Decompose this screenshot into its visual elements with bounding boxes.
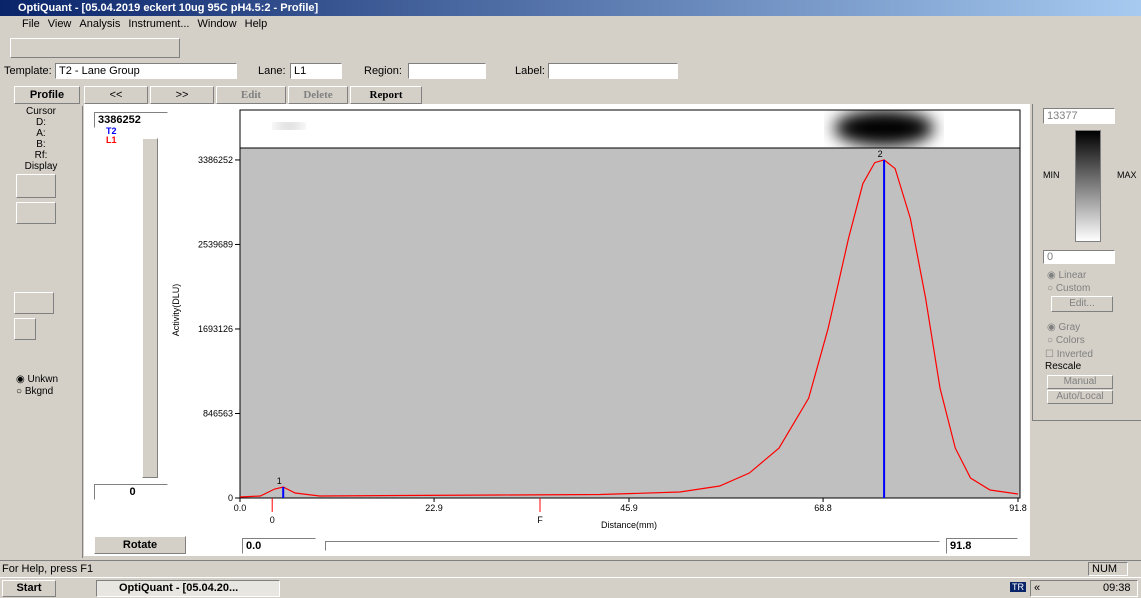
display-max[interactable]: 13377 xyxy=(1043,108,1115,124)
y-tick-label: 0 xyxy=(228,493,233,503)
radio-bkgnd[interactable]: ○ Bkgnd xyxy=(16,386,53,397)
radio-label: Bkgnd xyxy=(25,386,53,397)
start-button[interactable]: Start xyxy=(2,580,56,597)
field-label: Rf: xyxy=(0,150,82,161)
radio-colors[interactable]: ○ Colors xyxy=(1047,335,1085,346)
pan-zoom-buttons[interactable] xyxy=(16,174,56,198)
display-min[interactable]: 0 xyxy=(1043,250,1115,264)
radio-label: Custom xyxy=(1056,283,1090,294)
cursor-label: Cursor xyxy=(0,106,82,117)
menu-item[interactable]: Window xyxy=(198,18,237,30)
x-tick-label: 45.9 xyxy=(620,503,638,513)
profile-chart: T2 L1 Activity(DLU) Distance(mm) 0846563… xyxy=(84,104,1030,556)
peak-label: 1 xyxy=(277,476,282,486)
report-button[interactable]: Report xyxy=(350,86,422,104)
x-axis-label: Distance(mm) xyxy=(601,520,657,530)
lane-value: L1 xyxy=(294,65,306,77)
system-tray: « 09:38 xyxy=(1030,580,1138,597)
rescale-label: Rescale xyxy=(1045,361,1081,372)
marker-label: F xyxy=(537,515,543,525)
profile-bar: Profile << >> Edit Delete Report xyxy=(0,86,1141,104)
window-title: OptiQuant - [05.04.2019 eckert 10ug 95C … xyxy=(18,2,318,14)
y-tick-label: 2539689 xyxy=(198,239,233,249)
overlay-button[interactable] xyxy=(14,318,36,340)
status-bar: For Help, press F1 NUM xyxy=(0,560,1141,577)
radio-custom[interactable]: ○ Custom xyxy=(1047,283,1090,294)
display-label: Display xyxy=(0,161,82,172)
edit-button[interactable]: Edit xyxy=(216,86,286,104)
field-label: B: xyxy=(0,139,82,150)
radio-label: Unkwn xyxy=(28,374,59,385)
min-label: MIN xyxy=(1043,170,1053,181)
y-tick-label: 3386252 xyxy=(198,155,233,165)
checkbox-label: Inverted xyxy=(1057,349,1093,360)
menu-item[interactable]: Instrument... xyxy=(128,18,189,30)
clock: 09:38 xyxy=(1103,581,1131,596)
x-tick-label: 0.0 xyxy=(234,503,247,513)
radio-label: Gray xyxy=(1059,322,1081,333)
menu-item[interactable]: Help xyxy=(245,18,268,30)
profile-mode-buttons[interactable] xyxy=(14,292,54,314)
label-label: Label: xyxy=(515,60,545,82)
y-tick-label: 846563 xyxy=(203,408,233,418)
inverted-checkbox[interactable]: ☐ Inverted xyxy=(1045,349,1093,360)
label-input[interactable] xyxy=(548,63,678,79)
radio-gray[interactable]: ◉ Gray xyxy=(1047,322,1080,333)
lane-band xyxy=(834,110,934,146)
left-panel: Cursor D: A: B: Rf: Display ◉ Unkwn ○ Bk… xyxy=(0,106,83,558)
template-value: T2 - Lane Group xyxy=(59,65,140,77)
gray-ramp xyxy=(1075,130,1101,242)
right-panel: 13377 MIN MAX 0 ◉ Linear ○ Custom Edit..… xyxy=(1032,104,1141,421)
prev-button[interactable]: << xyxy=(84,86,148,104)
task-button[interactable]: OptiQuant - [05.04.20... xyxy=(96,580,280,597)
lane-band xyxy=(275,123,303,129)
x-tick-label: 91.8 xyxy=(1009,503,1027,513)
language-indicator[interactable]: TR xyxy=(1010,582,1026,592)
template-label: Template: xyxy=(4,60,52,82)
region-label: Region: xyxy=(364,60,402,82)
pointer-button[interactable] xyxy=(16,202,56,224)
taskbar: Start OptiQuant - [05.04.20... TR « 09:38 xyxy=(0,577,1141,598)
peak-label: 2 xyxy=(878,149,883,159)
radio-label: Linear xyxy=(1059,270,1087,281)
title-bar: OptiQuant - [05.04.2019 eckert 10ug 95C … xyxy=(0,0,1141,16)
auto-button[interactable]: Auto/Local xyxy=(1047,390,1113,404)
x-tick-label: 22.9 xyxy=(425,503,443,513)
status-help: For Help, press F1 xyxy=(2,561,93,577)
lane-combo[interactable]: L1 xyxy=(290,63,342,79)
plot-area xyxy=(240,148,1020,498)
radio-label: Colors xyxy=(1056,335,1085,346)
radio-linear[interactable]: ◉ Linear xyxy=(1047,270,1086,281)
marker-label: 0 xyxy=(270,515,275,525)
menu-item[interactable]: View xyxy=(48,18,72,30)
delete-button[interactable]: Delete xyxy=(288,86,348,104)
lane-label: Lane: xyxy=(258,60,286,82)
edit-scale-button[interactable]: Edit... xyxy=(1051,296,1113,312)
radio-unkwn[interactable]: ◉ Unkwn xyxy=(16,374,58,385)
y-tick-label: 1693126 xyxy=(198,324,233,334)
tray-chevron[interactable]: « xyxy=(1034,582,1040,594)
settings-bar: Template: T2 - Lane Group Lane: L1 Regio… xyxy=(0,60,1141,82)
field-label: A: xyxy=(0,128,82,139)
app-window: OptiQuant - [05.04.2019 eckert 10ug 95C … xyxy=(0,0,1141,597)
menu-item[interactable]: Analysis xyxy=(79,18,120,30)
template-combo[interactable]: T2 - Lane Group xyxy=(55,63,237,79)
next-button[interactable]: >> xyxy=(150,86,214,104)
menu-item[interactable]: File xyxy=(22,18,40,30)
y-axis-label: Activity(DLU) xyxy=(171,284,181,337)
toolbar[interactable] xyxy=(10,38,180,58)
field-label: D: xyxy=(0,117,82,128)
region-combo[interactable] xyxy=(408,63,486,79)
max-label: MAX xyxy=(1117,170,1127,181)
legend-entry: L1 xyxy=(106,135,117,145)
status-num: NUM xyxy=(1088,562,1128,576)
manual-button[interactable]: Manual xyxy=(1047,375,1113,389)
profile-button[interactable]: Profile xyxy=(14,86,80,104)
menu-bar: File View Analysis Instrument... Window Help xyxy=(0,16,1141,32)
x-tick-label: 68.8 xyxy=(814,503,832,513)
